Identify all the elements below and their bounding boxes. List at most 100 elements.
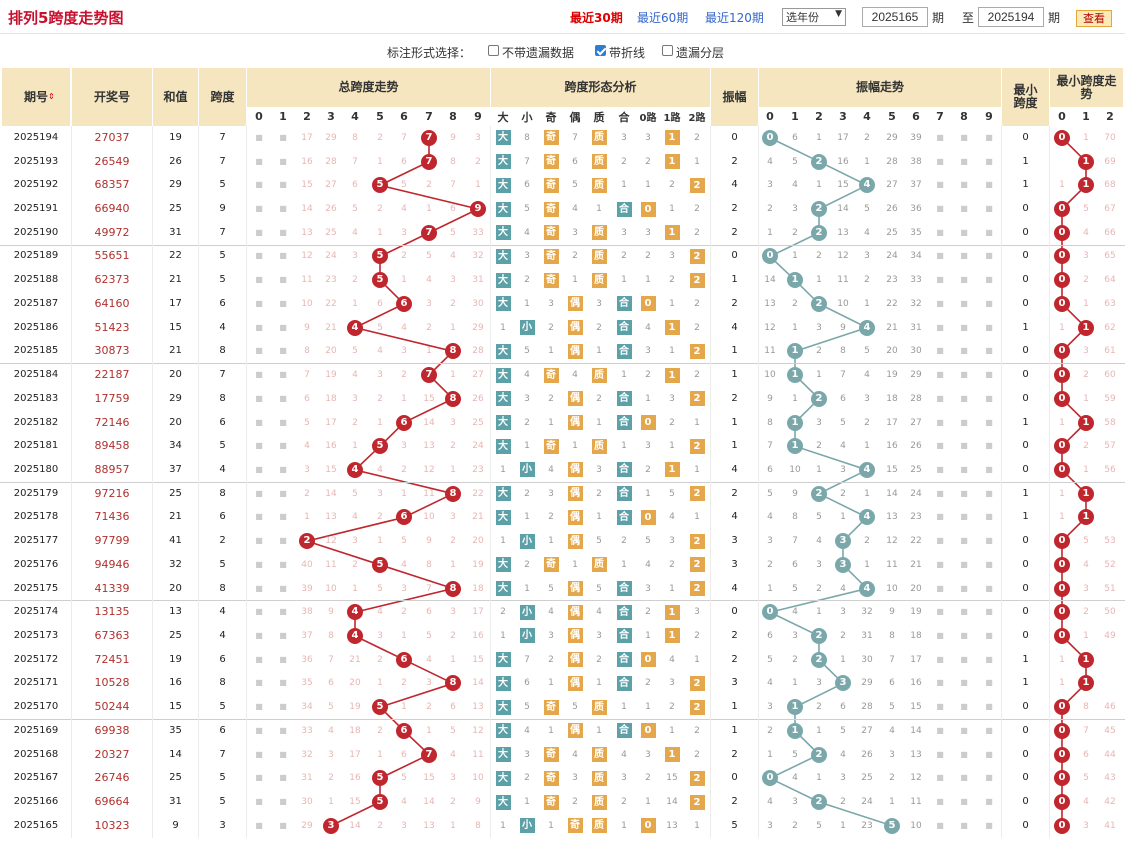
amp-miss-cell: ■ (960, 370, 968, 380)
miss-cell: 18 (472, 583, 484, 594)
amp-miss-cell: 22 (886, 298, 898, 309)
amp-miss-cell: 10 (886, 583, 898, 594)
miss-cell: ■ (279, 417, 287, 427)
form-tag: 偶 (567, 509, 583, 525)
miss-cell: 4 (450, 251, 456, 262)
to-period-input[interactable]: 2025194 (978, 7, 1044, 27)
amp-miss-cell: 23 (910, 512, 922, 523)
amp-miss-cell: 3 (792, 797, 798, 808)
form-miss-cell: 3 (548, 488, 554, 499)
amp-miss-cell: 13 (886, 512, 898, 523)
amplitude-value: 2 (731, 203, 738, 215)
miss-cell: 3 (304, 464, 310, 475)
min-span-value: 0 (1022, 392, 1029, 404)
amp-miss-cell: 2 (864, 536, 870, 547)
span-value: 7 (219, 369, 226, 381)
form-miss-cell: 2 (645, 464, 651, 475)
miss-cell: 17 (472, 607, 484, 618)
min-span-ball: 1 (1078, 414, 1094, 431)
miss-cell: ■ (255, 156, 263, 166)
col-qihao-header[interactable]: 期号 (2, 68, 70, 126)
from-period-input[interactable]: 2025165 (862, 7, 928, 27)
amp-miss-cell: ■ (985, 654, 993, 664)
amp-miss-cell: 2 (792, 654, 798, 665)
form-miss-cell: 3 (524, 393, 530, 404)
miss-cell: ■ (255, 464, 263, 474)
span-ball: 6 (396, 414, 412, 431)
miss-cell: 26 (472, 393, 484, 404)
form-tag: 0 (640, 296, 656, 312)
miss-cell: 2 (377, 204, 383, 215)
miss-cell: 3 (352, 536, 358, 547)
zfzs-digit-header: 8 (953, 108, 975, 125)
form-miss-cell: 2 (572, 797, 578, 808)
amp-miss-cell: 11 (910, 797, 922, 808)
miss-cell: 19 (472, 559, 484, 570)
amp-miss-cell: 12 (764, 322, 776, 333)
form-miss-cell: 1 (645, 180, 651, 191)
column-divider (71, 126, 72, 838)
amp-miss-cell: 1 (840, 512, 846, 523)
sort-icon[interactable]: ⇕ (48, 92, 55, 101)
amp-miss-cell: 25 (886, 227, 898, 238)
form-miss-cell: 5 (524, 346, 530, 357)
form-tag: 大 (495, 675, 511, 691)
miss-layer-checkbox[interactable] (662, 45, 673, 56)
miss-cell: 6 (426, 607, 432, 618)
amp-miss-cell: 5 (864, 204, 870, 215)
amp-miss-cell: 9 (767, 393, 773, 404)
no-miss-checkbox[interactable] (488, 45, 499, 56)
miss-cell: 2 (426, 322, 432, 333)
sum-value: 15 (169, 321, 182, 333)
period-cell: 2025169 (13, 724, 59, 736)
form-tag: 质 (591, 818, 607, 834)
amplitude-value: 0 (731, 606, 738, 618)
min-miss-cell: 5 (1083, 773, 1089, 784)
amp-miss-cell: 8 (792, 512, 798, 523)
min-miss-cell: 1 (1059, 417, 1065, 428)
form-tag: 大 (495, 770, 511, 786)
min-span-ball: 0 (1054, 295, 1070, 312)
form-miss-cell: 2 (645, 773, 651, 784)
span-ball: 9 (470, 201, 486, 218)
form-tag: 合 (616, 723, 632, 739)
miss-cell: 1 (401, 393, 407, 404)
miss-cell: 3 (401, 820, 407, 831)
amp-miss-cell: 3 (792, 204, 798, 215)
miss-cell: 22 (325, 298, 337, 309)
miss-cell: 15 (472, 654, 484, 665)
polyline-checkbox[interactable] (595, 45, 606, 56)
zfzs-digit-header: 4 (856, 108, 878, 125)
form-miss-cell: 1 (645, 630, 651, 641)
amp-miss-cell: ■ (936, 702, 944, 712)
amplitude-value: 1 (731, 345, 738, 357)
amp-miss-cell: 8 (767, 417, 773, 428)
draw-number: 26549 (94, 154, 130, 168)
recent-30-link[interactable]: 最近30期 (570, 11, 623, 25)
amp-miss-cell: 1 (816, 773, 822, 784)
amp-miss-cell: ■ (985, 180, 993, 190)
miss-cell: 13 (301, 227, 313, 238)
year-select[interactable]: 选年份 ▼ (782, 8, 846, 26)
form-miss-cell: 2 (524, 275, 530, 286)
form-tag: 合 (616, 391, 632, 407)
miss-cell: 5 (377, 583, 383, 594)
miss-cell: 10 (472, 773, 484, 784)
amp-miss-cell: 1 (767, 583, 773, 594)
form-miss-cell: 2 (548, 322, 554, 333)
zong-digit-header: 1 (272, 108, 294, 125)
recent-120-link[interactable]: 最近120期 (705, 11, 764, 25)
form-tag: 0 (640, 818, 656, 834)
form-tag: 大 (495, 438, 511, 454)
form-tag: 合 (616, 486, 632, 502)
miss-cell: 1 (352, 441, 358, 452)
form-miss-cell: 1 (669, 441, 675, 452)
query-button[interactable]: 查看 (1076, 10, 1112, 27)
miss-cell: ■ (255, 702, 263, 712)
form-miss-cell: 1 (524, 797, 530, 808)
amp-miss-cell: ■ (985, 251, 993, 261)
xingtai-col-header: 1路 (661, 108, 683, 125)
form-miss-cell: 4 (645, 559, 651, 570)
recent-60-link[interactable]: 最近60期 (637, 11, 689, 25)
amplitude-ball: 0 (762, 129, 778, 146)
